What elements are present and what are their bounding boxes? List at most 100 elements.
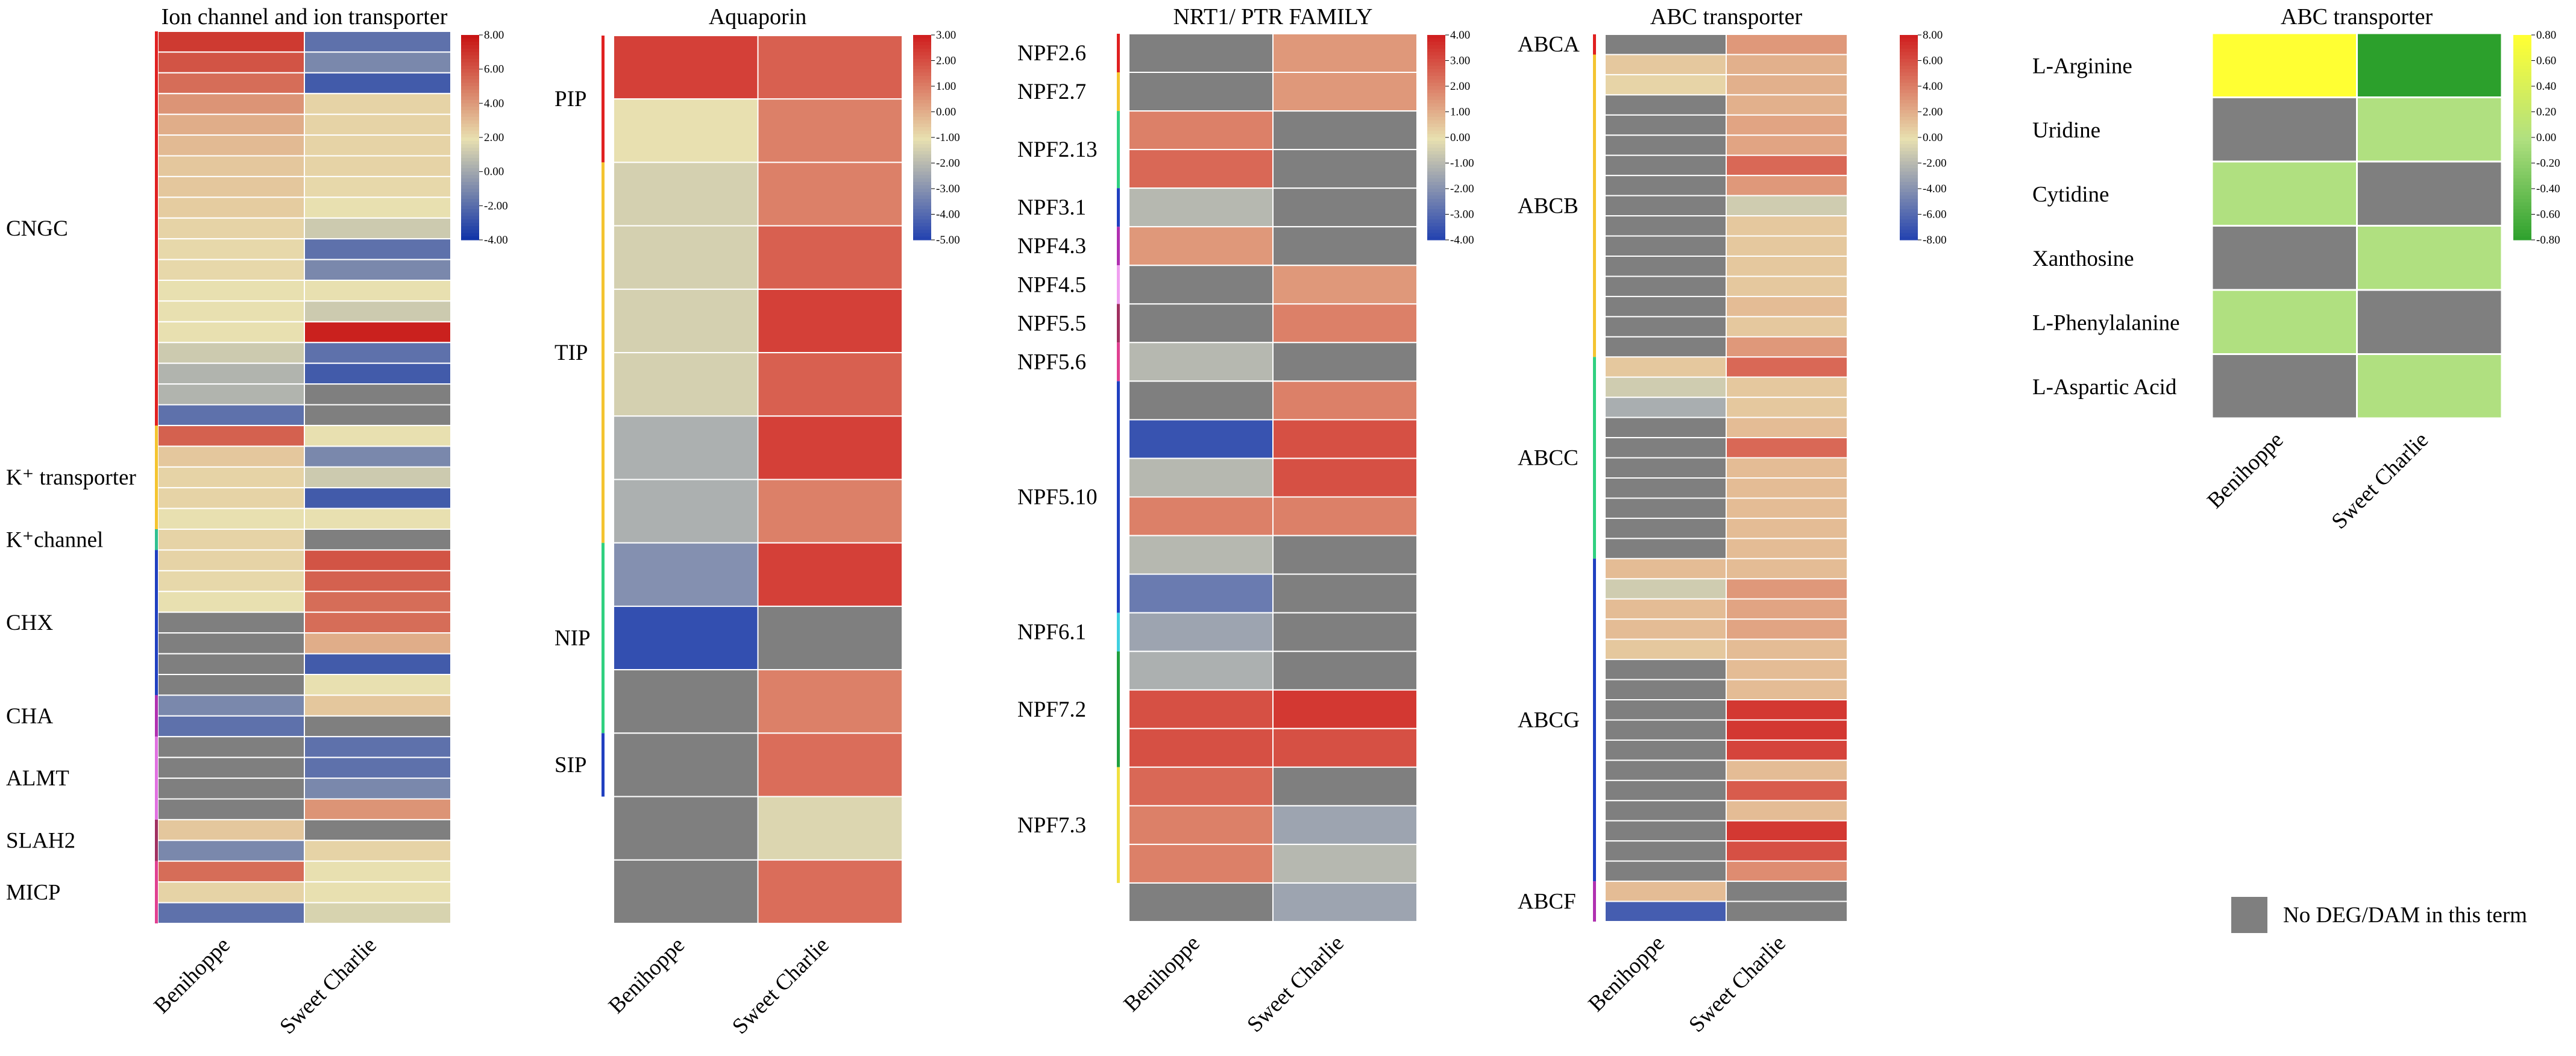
legend-gradient-step (2513, 107, 2531, 111)
heatmap-cell (304, 175, 451, 198)
heatmap-cell (2211, 353, 2358, 420)
heatmap-cell (1726, 881, 1848, 902)
heatmap-cell (1272, 110, 1418, 151)
legend-gradient-step (1427, 233, 1445, 237)
legend-gradient-step (461, 79, 479, 83)
legend-gradient-step (1900, 206, 1918, 210)
legend-gradient-step (1427, 199, 1445, 203)
legend-gradient-step (461, 226, 479, 230)
legend-gradient-step (913, 72, 931, 77)
legend-gradient-step (2513, 113, 2531, 118)
legend-gradient-step (913, 219, 931, 224)
legend-gradient-step (2513, 124, 2531, 128)
legend-gradient-step (2513, 66, 2531, 70)
legend-gradient-step (913, 209, 931, 213)
legend-gradient-step (913, 161, 931, 165)
group-color-bar (1117, 381, 1120, 613)
heatmap-cell (1726, 195, 1848, 217)
heatmap-cell (1604, 356, 1727, 378)
legend-tick-label: -4.00 (936, 209, 960, 221)
heatmap-panel-3: NRT1/ PTR FAMILY NPF2.6 NPF2.7 NPF2.13 NPF3.… (1017, 4, 1474, 1037)
legend-gradient-step (913, 96, 931, 101)
legend-gradient-step (913, 171, 931, 175)
legend-gradient-step (1427, 72, 1445, 77)
no-data-swatch (2231, 897, 2267, 933)
heatmap-cell (157, 798, 305, 820)
legend-gradient-step (2513, 96, 2531, 101)
heatmap-cell (613, 732, 759, 797)
heatmap-cell (1604, 134, 1727, 156)
heatmap-cell (1726, 659, 1848, 680)
heatmap-cell (1272, 33, 1418, 73)
legend-gradient-step (913, 230, 931, 234)
legend-gradient-step (461, 134, 479, 138)
legend-gradient-step (1427, 236, 1445, 240)
row-group-label: K⁺channel (6, 527, 103, 552)
legend-gradient-step (2513, 151, 2531, 155)
group-color-bar (602, 162, 605, 543)
heatmap-cell (1604, 477, 1727, 499)
legend-gradient-step (913, 83, 931, 87)
legend-gradient-step (2513, 137, 2531, 142)
heatmap-cell (1128, 612, 1274, 652)
heatmap-cell (304, 591, 451, 613)
legend-gradient-step (461, 86, 479, 90)
legend-tick-label: 8.00 (484, 29, 504, 42)
heatmap-cell (1604, 739, 1727, 761)
heatmap-cell (1604, 497, 1727, 519)
row-label: L-Arginine (2032, 54, 2132, 78)
legend-tick-label: -4.00 (484, 234, 508, 247)
legend-gradient-step (461, 236, 479, 240)
heatmap-cell (157, 529, 305, 551)
legend-gradient-step (1900, 103, 1918, 107)
legend-gradient-step (2513, 212, 2531, 216)
legend-tick-label: -4.00 (1450, 234, 1474, 247)
heatmap-cell (1604, 195, 1727, 217)
heatmap-cell (157, 362, 305, 385)
heatmap-cell (1272, 419, 1418, 459)
legend-gradient-step (1900, 107, 1918, 111)
legend-gradient-step (1427, 171, 1445, 175)
heatmap-cell (757, 859, 903, 925)
heatmap-cell (1272, 689, 1418, 729)
row-group-label: NPF5.6 (1017, 350, 1086, 374)
legend-gradient-step (913, 181, 931, 186)
column-label: Benihoppe (1584, 931, 1670, 1016)
legend-gradient-step (461, 89, 479, 93)
heatmap-cell (1726, 316, 1848, 338)
heatmap-cell (304, 653, 451, 675)
heatmap-cell (304, 280, 451, 302)
legend-gradient-step (1900, 76, 1918, 80)
legend-gradient-step (2513, 62, 2531, 66)
heatmap-cell (1726, 578, 1848, 600)
row-group-label: PIP (554, 87, 586, 112)
group-color-bar (1117, 767, 1120, 883)
legend-gradient-step (913, 55, 931, 60)
legend-gradient-step (1427, 226, 1445, 230)
heatmap-cell (304, 902, 451, 924)
heatmap-cell (1726, 256, 1848, 277)
group-color-bar (1593, 558, 1596, 882)
heatmap-cell (304, 342, 451, 364)
legend-gradient-step (1427, 151, 1445, 155)
legend-gradient-step (1427, 212, 1445, 216)
heatmap-cell (2211, 160, 2358, 227)
legend-gradient-step (461, 93, 479, 97)
legend-gradient-step (2513, 103, 2531, 107)
legend-tick-label: 6.00 (484, 63, 504, 76)
heatmap-cell (157, 51, 305, 74)
legend-gradient-step (1900, 226, 1918, 230)
legend-gradient-step (2513, 189, 2531, 193)
group-color-bar (155, 819, 158, 861)
legend-gradient-step (1900, 222, 1918, 227)
legend-tick-label: 0.60 (2536, 55, 2556, 68)
heatmap-cell (157, 570, 305, 592)
legend-gradient-step (913, 233, 931, 237)
legend-gradient-step (1427, 195, 1445, 200)
legend-gradient-step (1427, 52, 1445, 56)
legend-gradient-step (1900, 140, 1918, 145)
legend-gradient-step (913, 206, 931, 210)
legend-gradient-step (461, 117, 479, 121)
heatmap-cell (304, 217, 451, 240)
legend-gradient-step (1427, 140, 1445, 145)
